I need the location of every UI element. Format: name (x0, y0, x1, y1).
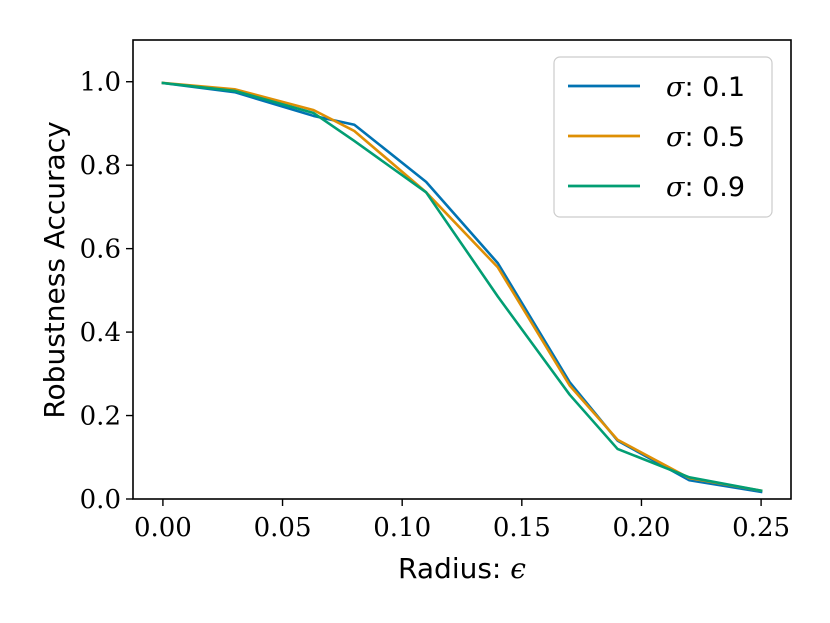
y-axis-ticks: 0.0 0.2 0.4 0.6 0.8 1.0 (80, 68, 133, 515)
x-axis-label-symbol: ϵ (510, 552, 526, 585)
legend-box (553, 56, 773, 218)
legend-label-symbol: σ (666, 172, 686, 203)
legend-label-2: σ: 0.5 (666, 122, 745, 153)
legend-label-1: σ: 0.1 (666, 72, 745, 103)
x-axis-label: Radius: ϵ (398, 552, 526, 585)
legend-label-3: σ: 0.9 (666, 172, 745, 203)
y-tick-label: 0.0 (80, 485, 121, 515)
x-tick-label: 0.25 (732, 513, 790, 543)
y-axis-label: Robustness Accuracy (38, 121, 71, 418)
legend-label-value: : 0.1 (684, 72, 745, 103)
y-tick-label: 0.2 (80, 402, 121, 432)
legend-label-value: : 0.9 (684, 172, 745, 203)
x-tick-label: 0.20 (613, 513, 671, 543)
y-tick-label: 0.6 (80, 235, 121, 265)
x-tick-label: 0.05 (254, 513, 312, 543)
x-axis-label-text: Radius: (398, 552, 510, 585)
legend-label-symbol: σ (666, 122, 686, 153)
legend: σ: 0.1σ: 0.5σ: 0.9 (553, 56, 773, 218)
series-line-3 (161, 81, 763, 493)
plot-frame (132, 39, 792, 500)
series-line-2 (161, 81, 763, 493)
x-tick-label: 0.10 (373, 513, 431, 543)
legend-label-value: : 0.5 (684, 122, 745, 153)
y-tick-label: 0.4 (80, 318, 121, 348)
y-tick-label: 1.0 (80, 68, 121, 98)
x-tick-label: 0.15 (493, 513, 551, 543)
legend-label-symbol: σ (666, 72, 686, 103)
series-layer (161, 81, 763, 494)
x-tick-label: 0.00 (134, 513, 192, 543)
y-tick-label: 0.8 (80, 151, 121, 181)
x-axis-ticks: 0.00 0.05 0.10 0.15 0.20 0.25 (134, 499, 790, 543)
